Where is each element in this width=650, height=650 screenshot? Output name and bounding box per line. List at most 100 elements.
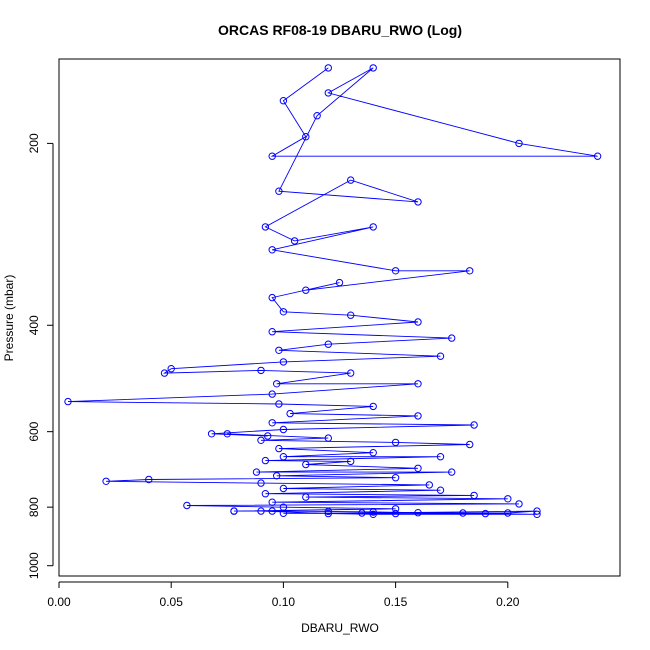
data-point <box>324 340 332 348</box>
data-point <box>183 501 191 510</box>
data-point <box>324 64 332 72</box>
data-point <box>275 187 283 195</box>
data-point <box>414 318 422 326</box>
chart-title: ORCAS RF08-19 DBARU_RWO (Log) <box>218 22 462 38</box>
data-point <box>324 509 332 518</box>
data-point <box>268 419 276 427</box>
data-point <box>264 432 272 440</box>
data-point <box>279 97 288 105</box>
y-axis: 200 400 600 800 1000 <box>27 133 54 579</box>
data-point <box>64 397 72 406</box>
y-tick-label: 800 <box>27 497 41 517</box>
data-point <box>302 460 310 469</box>
data-point <box>369 510 377 518</box>
x-tick-label: 0.10 <box>272 595 296 609</box>
data-point <box>436 352 445 360</box>
data-point <box>470 421 478 429</box>
y-tick-label: 200 <box>27 133 41 153</box>
data-point <box>273 472 281 480</box>
data-point <box>268 293 276 302</box>
data-point <box>102 477 110 485</box>
data-point <box>414 509 422 517</box>
data-point <box>261 490 270 498</box>
data-point <box>335 278 344 287</box>
data-point <box>504 509 512 517</box>
data-point <box>252 468 261 476</box>
data-point <box>223 430 232 438</box>
x-tick-label: 0.20 <box>496 595 520 609</box>
data-point <box>279 308 288 316</box>
data-point <box>414 198 422 206</box>
data-point <box>533 510 541 518</box>
data-point <box>324 434 332 442</box>
data-point <box>369 64 377 72</box>
y-tick-label: 600 <box>27 421 41 441</box>
data-point <box>391 267 400 275</box>
data-point <box>268 498 276 506</box>
data-point <box>414 380 422 388</box>
data-point <box>324 507 332 516</box>
data-point <box>414 464 422 472</box>
data-point <box>279 509 288 517</box>
series-layer <box>64 64 602 518</box>
data-point <box>391 505 400 513</box>
data-point <box>257 479 265 487</box>
data-point <box>167 365 175 373</box>
data-point <box>533 507 541 515</box>
data-point <box>273 380 281 388</box>
data-point <box>268 246 276 254</box>
data-point <box>230 507 238 515</box>
data-point <box>470 491 478 500</box>
data-point <box>257 507 265 515</box>
x-tick-label: 0.05 <box>160 595 184 609</box>
data-point <box>391 509 400 518</box>
data-point <box>268 507 276 515</box>
data-point <box>369 508 377 516</box>
data-point <box>268 152 276 160</box>
data-point <box>481 509 490 518</box>
data-point <box>302 133 310 141</box>
data-point <box>279 425 288 434</box>
data-point <box>275 400 283 408</box>
data-point <box>459 509 467 517</box>
data-point <box>515 500 523 508</box>
data-point <box>313 112 321 120</box>
data-point <box>369 402 377 411</box>
data-point <box>290 237 299 245</box>
data-point <box>279 358 288 366</box>
data-point <box>275 346 283 354</box>
data-point <box>261 223 270 231</box>
data-point <box>268 328 276 336</box>
x-tick-label: 0.15 <box>384 595 408 609</box>
data-point <box>515 139 523 148</box>
y-tick-label: 1000 <box>27 552 41 579</box>
data-point <box>448 334 456 342</box>
series-line <box>67 67 598 515</box>
data-point <box>207 430 216 438</box>
data-point <box>391 438 400 447</box>
x-axis-label: DBARU_RWO <box>301 621 379 635</box>
data-point <box>436 486 445 494</box>
data-point <box>347 369 355 377</box>
data-point <box>275 444 283 453</box>
data-point <box>593 152 602 160</box>
data-point <box>369 223 377 231</box>
x-tick-label: 0.00 <box>47 595 71 609</box>
data-point <box>302 286 310 294</box>
data-point <box>145 475 153 484</box>
data-point <box>391 474 400 482</box>
data-point <box>286 409 294 418</box>
data-point <box>466 440 474 449</box>
data-point <box>504 495 512 503</box>
y-tick-label: 400 <box>27 315 41 335</box>
data-point <box>347 176 355 184</box>
data-point <box>347 311 355 319</box>
data-point <box>279 484 288 493</box>
data-point <box>257 366 265 375</box>
data-point <box>160 369 169 377</box>
data-point <box>257 436 265 444</box>
data-point <box>436 453 445 461</box>
plot-frame <box>58 58 621 577</box>
data-point <box>448 468 456 476</box>
